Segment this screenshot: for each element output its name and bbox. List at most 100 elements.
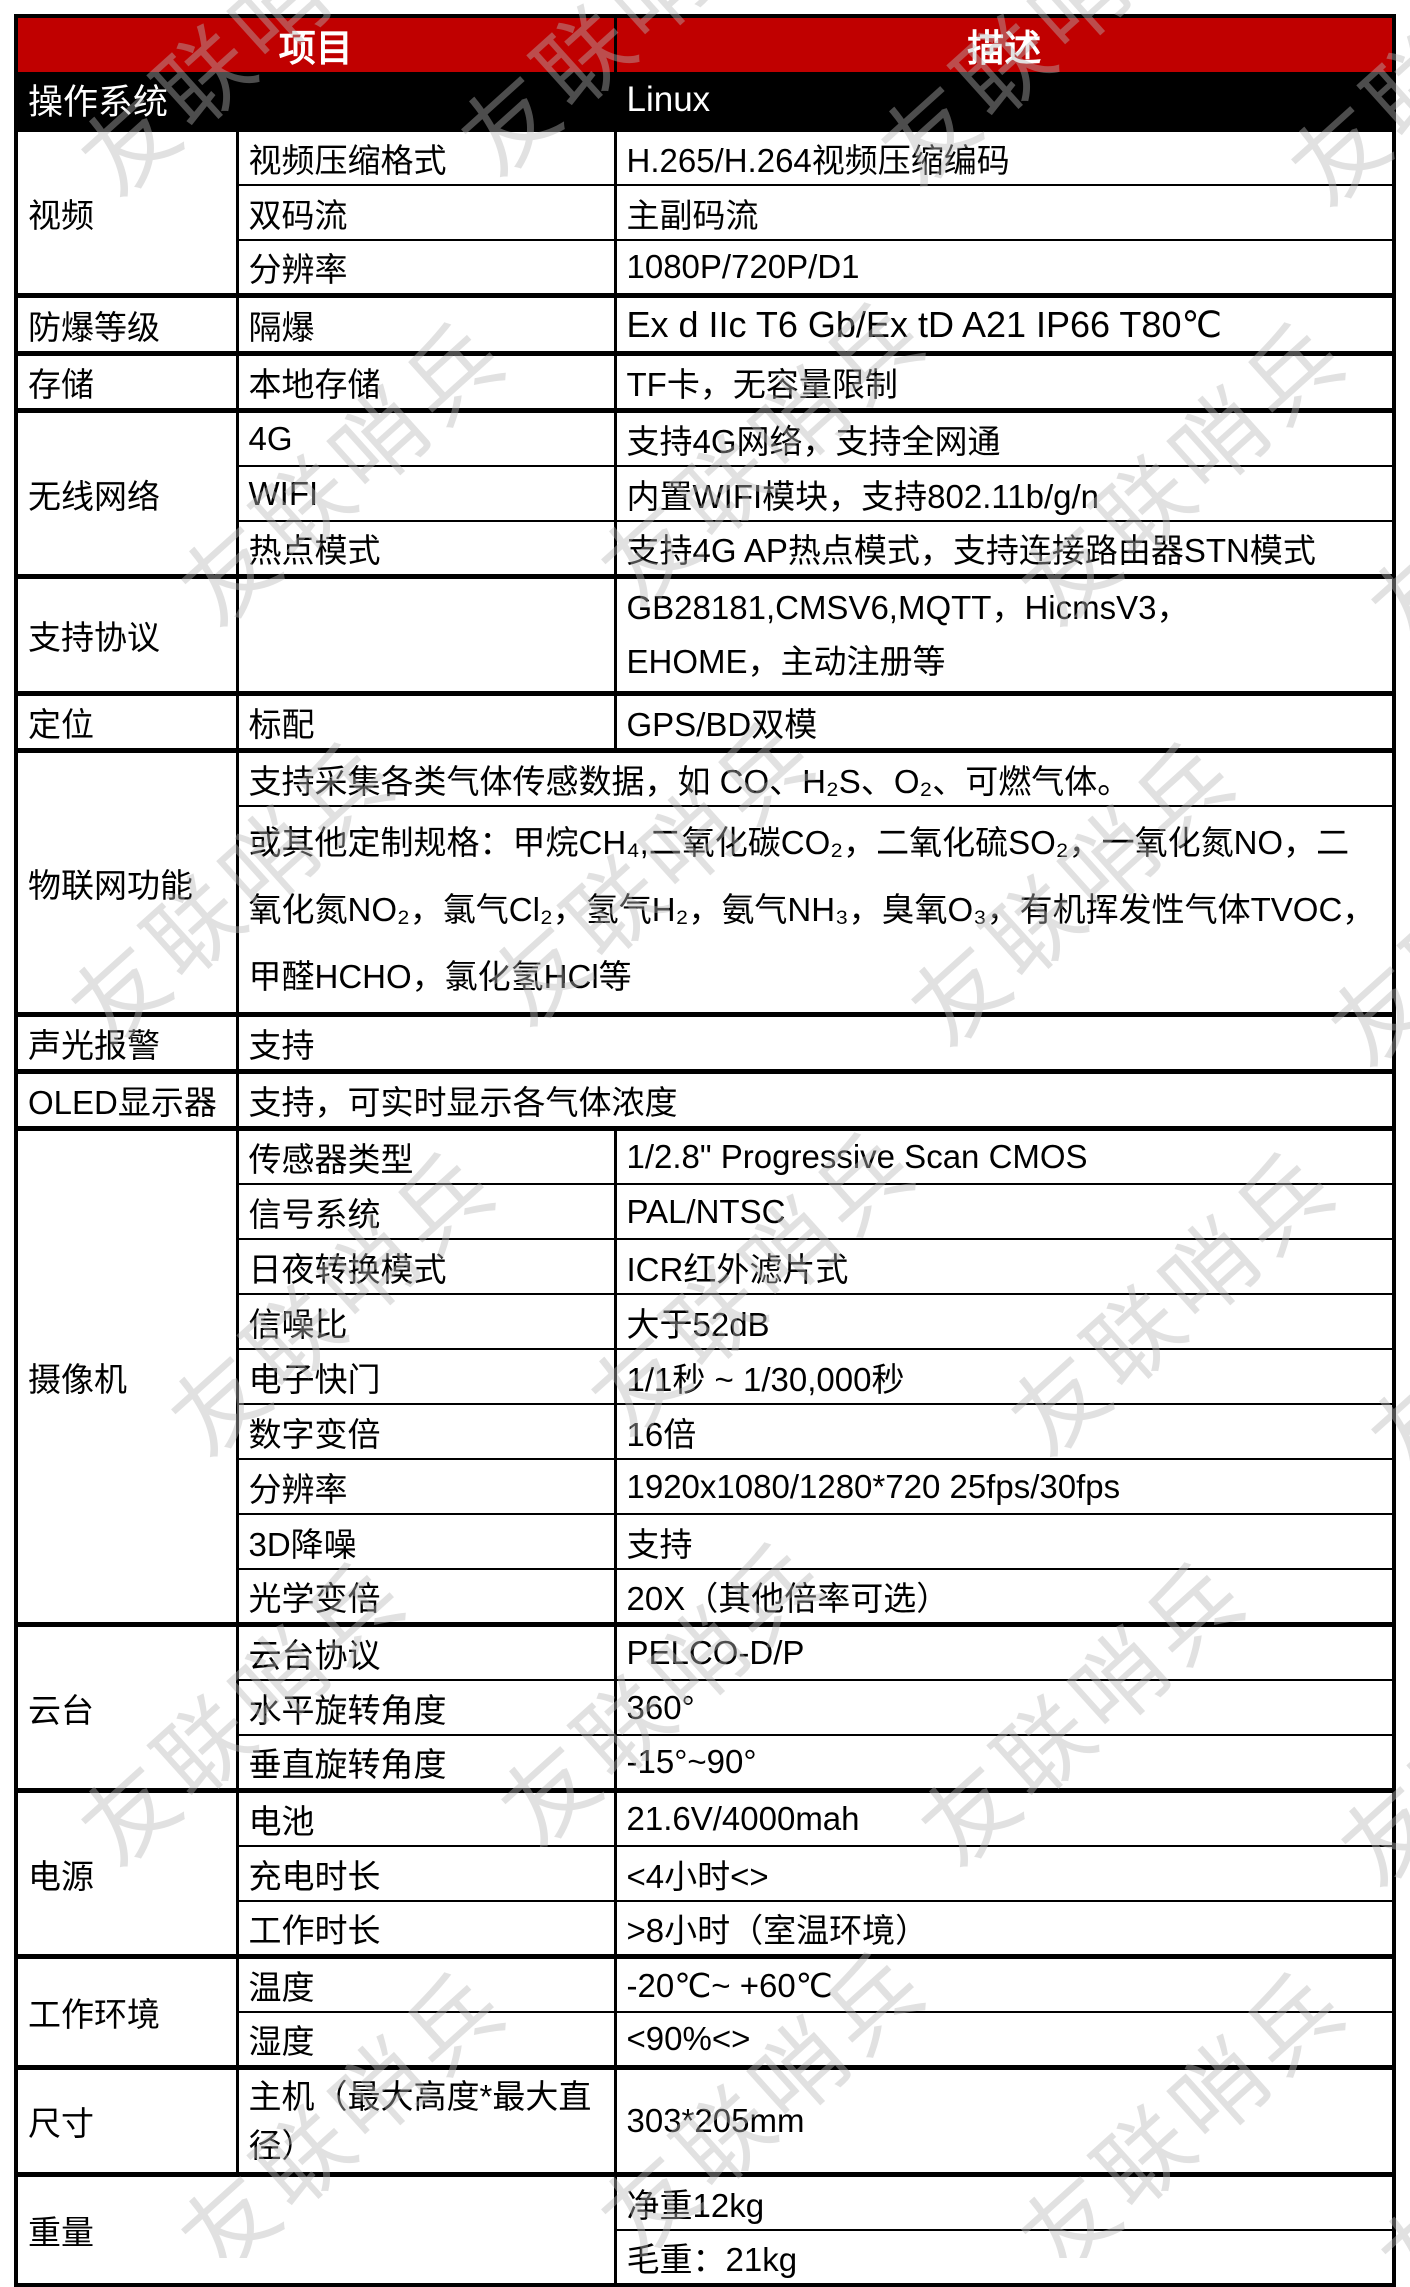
spec-item: 数字变倍 (235, 1403, 617, 1460)
group-label-ptz: 云台 (14, 1622, 239, 1792)
spec-desc: 内置WIFI模块，支持802.11b/g/n (613, 465, 1396, 522)
table-row: 重量 净重12kg (14, 2172, 1396, 2286)
table-row: 电源 电池 21.6V/4000mah (14, 1788, 1396, 1958)
table-row: 电子快门 1/1秒 ~ 1/30,000秒 (16, 1348, 1396, 1405)
spec-item: 垂直旋转角度 (235, 1734, 617, 1792)
spec-item: 视频压缩格式 (235, 127, 617, 186)
column-header-item: 项目 (14, 14, 617, 72)
spec-item: 本地存储 (235, 351, 617, 412)
spec-item: 主机（最大高度*最大直径） (235, 2065, 617, 2176)
table-row: 定位 标配 GPS/BD双模 (14, 691, 1396, 752)
group-label-location: 定位 (14, 691, 239, 752)
table-row: 充电时长 <4小时<> (16, 1845, 1396, 1902)
spec-desc: 1080P/720P/D1 (613, 239, 1396, 297)
spec-desc: 21.6V/4000mah (613, 1788, 1396, 1847)
spec-item: 信噪比 (235, 1293, 617, 1350)
spec-desc: 主副码流 (613, 184, 1396, 241)
table-row: 数字变倍 16倍 (16, 1403, 1396, 1460)
spec-item: 工作时长 (235, 1900, 617, 1958)
table-row: 日夜转换模式 ICR红外滤片式 (16, 1238, 1396, 1295)
table-row: 湿度 <90%<> (16, 2011, 1396, 2069)
spec-desc: >8小时（室温环境） (613, 1900, 1396, 1958)
group-label-iot: 物联网功能 (14, 748, 239, 1016)
spec-desc: -15°~90° (613, 1734, 1396, 1792)
spec-desc: 303*205mm (613, 2065, 1396, 2176)
group-label-weight: 重量 (14, 2172, 617, 2286)
table-row: 信号系统 PAL/NTSC (16, 1183, 1396, 1240)
spec-item: 温度 (235, 1954, 617, 2013)
spec-item: 充电时长 (235, 1845, 617, 1902)
iot-gas-summary: 支持采集各类气体传感数据，如 CO、H₂S、O₂、可燃气体。 (235, 748, 1396, 807)
spec-desc: GPS/BD双模 (613, 691, 1396, 752)
table-row: 视频 视频压缩格式 H.265/H.264视频压缩编码 (14, 127, 1396, 297)
table-row: 摄像机 传感器类型 1/2.8" Progressive Scan CMOS (14, 1126, 1396, 1626)
spec-item: 隔爆 (235, 293, 617, 355)
table-row: 分辨率 1080P/720P/D1 (16, 239, 1396, 297)
spec-desc: 1/1秒 ~ 1/30,000秒 (613, 1348, 1396, 1405)
spec-item: 水平旋转角度 (235, 1679, 617, 1736)
spec-desc: 净重12kg (613, 2172, 1396, 2231)
spec-item: 双码流 (235, 184, 617, 241)
os-row: 操作系统 Linux (14, 72, 1396, 131)
spec-desc: <4小时<> (613, 1845, 1396, 1902)
table-row: 存储 本地存储 TF卡，无容量限制 (14, 351, 1396, 412)
spec-item: 分辨率 (235, 239, 617, 297)
spec-desc: 20X（其他倍率可选） (613, 1568, 1396, 1626)
spec-item: 热点模式 (235, 520, 617, 578)
table-row: 双码流 主副码流 (16, 184, 1396, 241)
spec-item: 分辨率 (235, 1458, 617, 1515)
spec-item: 信号系统 (235, 1183, 617, 1240)
group-label-alarm: 声光报警 (14, 1012, 239, 1073)
spec-item: 电子快门 (235, 1348, 617, 1405)
spec-desc: Ex d IIc T6 Gb/Ex tD A21 IP66 T80℃ (613, 293, 1396, 355)
table-row: 信噪比 大于52dB (16, 1293, 1396, 1350)
group-label-dimensions: 尺寸 (14, 2065, 239, 2176)
spec-item: 标配 (235, 691, 617, 752)
spec-desc: 支持 (235, 1012, 1396, 1073)
spec-item: 湿度 (235, 2011, 617, 2069)
table-row: 声光报警 支持 (14, 1012, 1396, 1073)
spec-item: 日夜转换模式 (235, 1238, 617, 1295)
table-row: 无线网络 4G 支持4G网络，支持全网通 (14, 408, 1396, 578)
spec-table: 项目 描述 操作系统 Linux 视频 视频压缩格式 H.265/H.264视频… (14, 14, 1396, 2287)
group-label-environment: 工作环境 (14, 1954, 239, 2069)
spec-item: 云台协议 (235, 1622, 617, 1681)
spec-item: 电池 (235, 1788, 617, 1847)
table-row: 尺寸 主机（最大高度*最大直径） 303*205mm (14, 2065, 1396, 2176)
group-label-oled: OLED显示器 (14, 1069, 239, 1130)
spec-desc: 360° (613, 1679, 1396, 1736)
table-row: 或其他定制规格：甲烷CH₄,二氧化碳CO₂，二氧化硫SO₂，一氧化氮NO，二氧化… (16, 805, 1396, 1016)
group-label-protocol: 支持协议 (14, 574, 239, 695)
iot-gas-detail: 或其他定制规格：甲烷CH₄,二氧化碳CO₂，二氧化硫SO₂，一氧化氮NO，二氧化… (235, 805, 1396, 1016)
table-row: WIFI 内置WIFI模块，支持802.11b/g/n (16, 465, 1396, 522)
spec-desc: H.265/H.264视频压缩编码 (613, 127, 1396, 186)
spec-desc: <90%<> (613, 2011, 1396, 2069)
spec-desc: -20℃~ +60℃ (613, 1954, 1396, 2013)
spec-desc: 16倍 (613, 1403, 1396, 1460)
table-row: 热点模式 支持4G AP热点模式，支持连接路由器STN模式 (16, 520, 1396, 578)
table-row: 防爆等级 隔爆 Ex d IIc T6 Gb/Ex tD A21 IP66 T8… (14, 293, 1396, 355)
spec-item: 4G (235, 408, 617, 467)
group-label-storage: 存储 (14, 351, 239, 412)
spec-item: 传感器类型 (235, 1126, 617, 1185)
spec-desc: 支持4G网络，支持全网通 (613, 408, 1396, 467)
group-label-video: 视频 (14, 127, 239, 297)
table-row: OLED显示器 支持，可实时显示各气体浓度 (14, 1069, 1396, 1130)
spec-item: 光学变倍 (235, 1568, 617, 1626)
spec-desc: 1920x1080/1280*720 25fps/30fps (613, 1458, 1396, 1515)
spec-desc: 支持，可实时显示各气体浓度 (235, 1069, 1396, 1130)
group-label-power: 电源 (14, 1788, 239, 1958)
spec-desc: GB28181,CMSV6,MQTT，HicmsV3， EHOME，主动注册等 (613, 574, 1396, 695)
table-row: 云台 云台协议 PELCO-D/P (14, 1622, 1396, 1792)
spec-desc: 1/2.8" Progressive Scan CMOS (613, 1126, 1396, 1185)
spec-item: WIFI (235, 465, 617, 522)
table-row: 工作环境 温度 -20℃~ +60℃ (14, 1954, 1396, 2069)
table-row: 3D降噪 支持 (16, 1513, 1396, 1570)
table-row: 光学变倍 20X（其他倍率可选） (16, 1568, 1396, 1626)
table-row: 物联网功能 支持采集各类气体传感数据，如 CO、H₂S、O₂、可燃气体。 (14, 748, 1396, 1016)
group-label-wireless: 无线网络 (14, 408, 239, 578)
header-row: 项目 描述 (14, 14, 1396, 72)
table-row: 工作时长 >8小时（室温环境） (16, 1900, 1396, 1958)
table-row: 分辨率 1920x1080/1280*720 25fps/30fps (16, 1458, 1396, 1515)
